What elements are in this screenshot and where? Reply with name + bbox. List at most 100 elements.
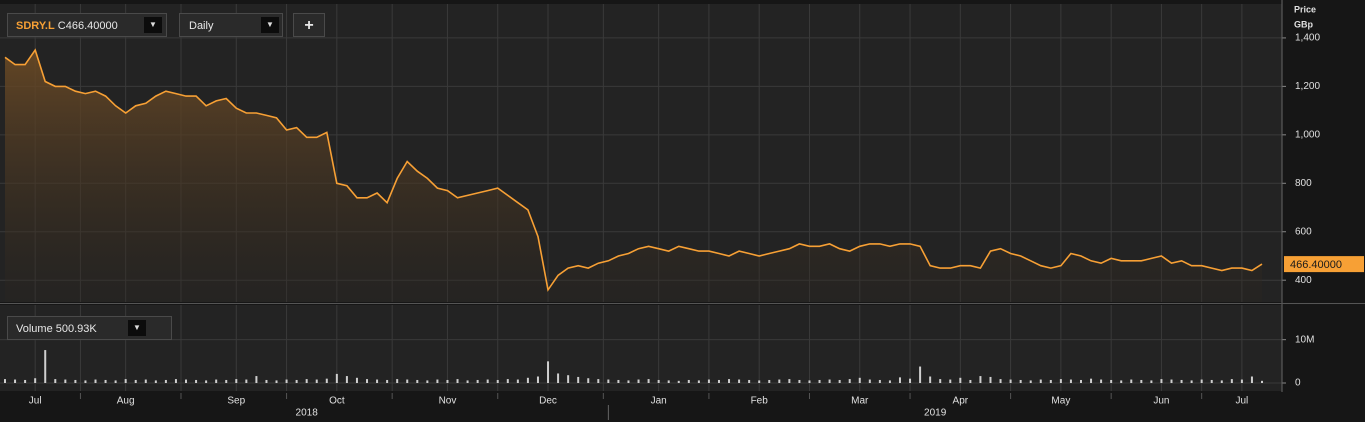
volume-panel bbox=[0, 305, 1282, 391]
volume-bar bbox=[456, 379, 459, 383]
volume-bar bbox=[1090, 378, 1093, 383]
volume-bar bbox=[999, 379, 1002, 383]
volume-bar bbox=[758, 380, 761, 383]
volume-bar bbox=[1100, 379, 1103, 383]
volume-last: 500.93K bbox=[55, 323, 97, 335]
volume-bar bbox=[1029, 380, 1032, 383]
volume-bar bbox=[376, 379, 379, 383]
volume-bar bbox=[315, 379, 318, 383]
volume-bar bbox=[124, 379, 127, 383]
volume-bar bbox=[1250, 376, 1253, 383]
volume-bar bbox=[1130, 379, 1133, 383]
volume-bar bbox=[1019, 379, 1022, 383]
volume-bar bbox=[607, 379, 610, 383]
x-tick-label: Mar bbox=[851, 396, 869, 407]
volume-bar bbox=[486, 379, 489, 383]
volume-bar bbox=[617, 379, 620, 383]
y-tick-label: 0 bbox=[1295, 378, 1301, 389]
volume-bar bbox=[1049, 379, 1052, 383]
volume-bar bbox=[94, 379, 97, 383]
price-line bbox=[4, 48, 1263, 292]
volume-bar bbox=[778, 379, 781, 383]
volume-bar bbox=[1170, 379, 1173, 383]
volume-bar bbox=[335, 373, 338, 383]
volume-bar bbox=[848, 379, 851, 383]
x-tick-label: Jul bbox=[29, 396, 42, 407]
x-tick-label: Jun bbox=[1153, 396, 1169, 407]
volume-bar bbox=[597, 379, 600, 383]
volume-bar bbox=[185, 379, 188, 383]
volume-bar bbox=[355, 377, 358, 383]
volume-bar bbox=[285, 379, 288, 383]
volume-bar bbox=[1059, 379, 1062, 383]
x-tick-label: Feb bbox=[751, 396, 769, 407]
price-tag bbox=[1284, 256, 1364, 273]
volume-bar bbox=[44, 350, 47, 383]
volume-bar bbox=[235, 379, 238, 383]
close-prefix: C bbox=[57, 20, 66, 32]
volume-bar bbox=[838, 379, 841, 383]
volume-bar bbox=[1160, 379, 1163, 383]
volume-bar bbox=[134, 379, 137, 383]
volume-bar bbox=[818, 379, 821, 383]
volume-selector[interactable]: Volume 500.93K ▼ bbox=[7, 316, 172, 340]
volume-bar bbox=[295, 379, 298, 383]
volume-bar bbox=[265, 379, 268, 383]
y-tick-label: 1,000 bbox=[1295, 129, 1320, 140]
volume-bar bbox=[54, 379, 57, 383]
axis-title: GBp bbox=[1294, 19, 1314, 29]
volume-bar bbox=[738, 379, 741, 383]
volume-bar bbox=[1240, 379, 1243, 383]
volume-bar bbox=[1120, 380, 1123, 383]
dropdown-arrow[interactable]: ▼ bbox=[261, 17, 279, 33]
volume-bar bbox=[526, 377, 529, 383]
add-button[interactable]: + bbox=[293, 13, 325, 37]
volume-bar bbox=[898, 377, 901, 383]
volume-bar bbox=[587, 378, 590, 383]
volume-bar bbox=[476, 379, 479, 383]
volume-bar bbox=[205, 380, 208, 383]
volume-bar bbox=[868, 379, 871, 383]
volume-bar bbox=[637, 379, 640, 383]
volume-bar bbox=[1180, 379, 1183, 383]
volume-bar bbox=[386, 379, 389, 383]
dropdown-arrow[interactable]: ▼ bbox=[128, 320, 146, 336]
x-tick-label: Dec bbox=[539, 396, 557, 407]
volume-bar bbox=[305, 379, 308, 383]
symbol-selector[interactable]: SDRY.L C466.40000 ▼ bbox=[7, 13, 167, 37]
volume-bar bbox=[647, 379, 650, 383]
volume-bar bbox=[74, 379, 77, 383]
volume-bar bbox=[1150, 380, 1153, 383]
x-tick-label: Sep bbox=[227, 396, 245, 407]
y-tick-label: 1,400 bbox=[1295, 33, 1320, 44]
volume-bar bbox=[728, 379, 731, 383]
y-tick-label: 800 bbox=[1295, 178, 1312, 189]
dropdown-arrow[interactable]: ▼ bbox=[144, 17, 162, 33]
volume-bar bbox=[687, 379, 690, 383]
volume-bar bbox=[878, 379, 881, 383]
volume-bar bbox=[657, 379, 660, 383]
volume-bar bbox=[406, 379, 409, 383]
volume-bar bbox=[536, 376, 539, 383]
volume-bar bbox=[1110, 379, 1113, 383]
volume-label: Volume bbox=[16, 323, 53, 335]
year-label: 2019 bbox=[924, 408, 947, 419]
volume-bar bbox=[396, 379, 399, 383]
symbol: SDRY.L bbox=[16, 20, 55, 32]
volume-bar bbox=[788, 379, 791, 383]
volume-bar bbox=[1261, 380, 1263, 383]
volume-bar bbox=[245, 379, 248, 383]
volume-bar bbox=[717, 379, 720, 383]
close-value: 466.40000 bbox=[65, 20, 118, 32]
x-tick-label: May bbox=[1051, 396, 1070, 407]
volume-bar bbox=[84, 380, 87, 383]
volume-bar bbox=[557, 373, 560, 383]
volume-bar bbox=[436, 379, 439, 383]
volume-bar bbox=[697, 380, 700, 383]
interval-selector[interactable]: Daily ▼ bbox=[179, 13, 283, 37]
volume-bar bbox=[748, 379, 751, 383]
volume-bar bbox=[798, 379, 801, 383]
x-tick-label: Nov bbox=[439, 396, 457, 407]
